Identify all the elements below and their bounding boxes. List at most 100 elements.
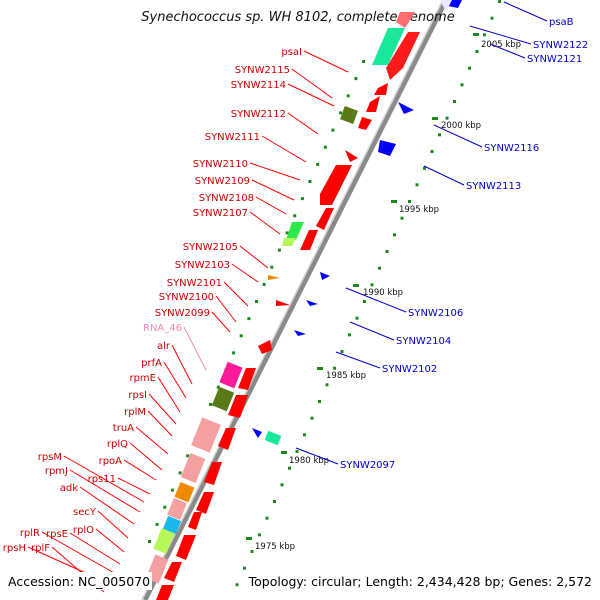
gene-label-synw2113[interactable]: SYNW2113 [466, 181, 521, 192]
minor-tick [285, 231, 289, 235]
scale-label-2005: 2005 kbp [481, 40, 521, 50]
gene-orange [174, 481, 195, 503]
left-leader-line [63, 455, 145, 503]
topology-text: Topology: circular; Length: 2,434,428 bp… [248, 574, 592, 589]
minor-tick [216, 385, 220, 389]
minor-tick [262, 282, 266, 286]
left-leader-line [79, 486, 135, 525]
gene-label-psai[interactable]: psaI [281, 47, 302, 58]
gene-label-secy[interactable]: secY [73, 507, 97, 518]
left-leader-line [223, 281, 249, 307]
minor-tick [430, 150, 434, 153]
minor-tick [155, 522, 159, 526]
minor-ticks [148, 0, 501, 587]
minor-tick [323, 145, 327, 149]
minor-tick [325, 383, 329, 387]
minor-tick [250, 550, 254, 553]
minor-tick [475, 50, 479, 53]
gene-label-synw2108[interactable]: SYNW2108 [199, 193, 254, 204]
gene-label-synw2105[interactable]: SYNW2105 [183, 242, 238, 253]
gene-label-synw2097[interactable]: SYNW2097 [340, 460, 395, 471]
gene-label-synw2115[interactable]: SYNW2115 [235, 65, 290, 76]
left-leader-line [211, 311, 231, 333]
left-leader-line [95, 528, 125, 553]
minor-tick [209, 402, 213, 406]
minor-tick [243, 566, 246, 570]
left-leader-line [255, 196, 287, 215]
gene-label-rplm[interactable]: rplM [124, 407, 146, 418]
right-leader-line [489, 43, 526, 59]
gene-label-alr[interactable]: alr [157, 341, 171, 352]
left-leader-lines [27, 50, 349, 593]
minor-tick [354, 77, 358, 81]
minor-tick [355, 316, 359, 320]
left-leader-line [69, 469, 141, 513]
gene-2114 [366, 96, 380, 112]
gene-label-rpme[interactable]: rpmE [129, 373, 156, 384]
minor-tick [178, 471, 182, 475]
gene-label-synw2106[interactable]: SYNW2106 [408, 308, 463, 319]
left-leader-line [291, 68, 333, 99]
gene-label-rpsh[interactable]: rpsH [3, 543, 26, 554]
gene-label-psab[interactable]: psaB [549, 17, 574, 28]
left-leader-line [183, 326, 207, 371]
gene-label-rpsi[interactable]: rpsI [128, 390, 147, 401]
gene-label-rplf[interactable]: rplF [31, 543, 50, 554]
scale-labels: 2005 kbp 2000 kbp 1995 kbp 1990 kbp 1985… [255, 40, 521, 552]
gene-label-rpsm[interactable]: rpsM [38, 452, 62, 463]
left-leader-line [135, 426, 169, 455]
scale-label-1980: 1980 kbp [289, 456, 329, 466]
right-leader-line [345, 287, 407, 313]
gene-prfA [238, 368, 256, 390]
gene-label-synw2111[interactable]: SYNW2111 [205, 132, 260, 143]
minor-tick [258, 533, 261, 537]
gene-label-rpoa[interactable]: rpoA [99, 456, 123, 467]
gene-label-rna_46[interactable]: RNA_46 [143, 323, 182, 334]
gene-label-rplo[interactable]: rplO [73, 525, 94, 536]
gene-label-rplq[interactable]: rplQ [107, 439, 128, 450]
gene-label-synw2104[interactable]: SYNW2104 [396, 336, 451, 347]
gene-label-rpse[interactable]: rpsE [46, 529, 68, 540]
left-leader-line [41, 531, 117, 575]
right-leader-line [349, 321, 395, 341]
right-leader-line [433, 124, 483, 148]
minor-tick [400, 216, 404, 220]
minor-tick [340, 350, 344, 353]
minor-tick [170, 488, 174, 492]
gene-label-synw2122[interactable]: SYNW2122 [533, 40, 588, 51]
gene-label-synw2103[interactable]: SYNW2103 [175, 260, 230, 271]
accession-text: Accession: NC_005070 [8, 574, 150, 589]
major-ticks [246, 33, 479, 540]
gene-label-synw2102[interactable]: SYNW2102 [382, 364, 437, 375]
gene-label-synw2110[interactable]: SYNW2110 [193, 159, 248, 170]
gene-label-synw2114[interactable]: SYNW2114 [231, 80, 286, 91]
gene-label-trua[interactable]: truA [113, 423, 134, 434]
left-leader-line [303, 50, 349, 73]
gene-rpoA [204, 462, 222, 485]
gene-label-synw2112[interactable]: SYNW2112 [231, 109, 286, 120]
gene-label-synw2107[interactable]: SYNW2107 [193, 208, 248, 219]
reverse-genes [252, 0, 462, 446]
gene-label-rps11[interactable]: rps11 [88, 474, 116, 485]
minor-tick [163, 505, 167, 509]
gene-2110 [345, 150, 358, 162]
gene-rpsE [176, 535, 196, 560]
gene-label-prfa[interactable]: prfA [141, 358, 162, 369]
gene-label-synw2100[interactable]: SYNW2100 [159, 292, 214, 303]
minor-tick [363, 300, 366, 303]
gene-2107-lime [282, 238, 296, 246]
minor-tick [385, 250, 389, 253]
minor-tick [445, 116, 449, 120]
gene-label-adk[interactable]: adk [60, 483, 78, 494]
left-leader-line [287, 83, 335, 107]
gene-label-synw2099[interactable]: SYNW2099 [155, 308, 210, 319]
gene-label-synw2116[interactable]: SYNW2116 [484, 143, 539, 154]
gene-label-synw2109[interactable]: SYNW2109 [195, 176, 250, 187]
gene-label-synw2121[interactable]: SYNW2121 [527, 54, 582, 65]
gene-label-rplr[interactable]: rplR [20, 528, 40, 539]
forward-genes [145, 12, 420, 600]
gene-label-synw2101[interactable]: SYNW2101 [167, 278, 222, 289]
gene-label-rpmj[interactable]: rpmJ [45, 466, 68, 477]
gene-bottom [156, 585, 174, 600]
left-leader-line [171, 344, 193, 385]
